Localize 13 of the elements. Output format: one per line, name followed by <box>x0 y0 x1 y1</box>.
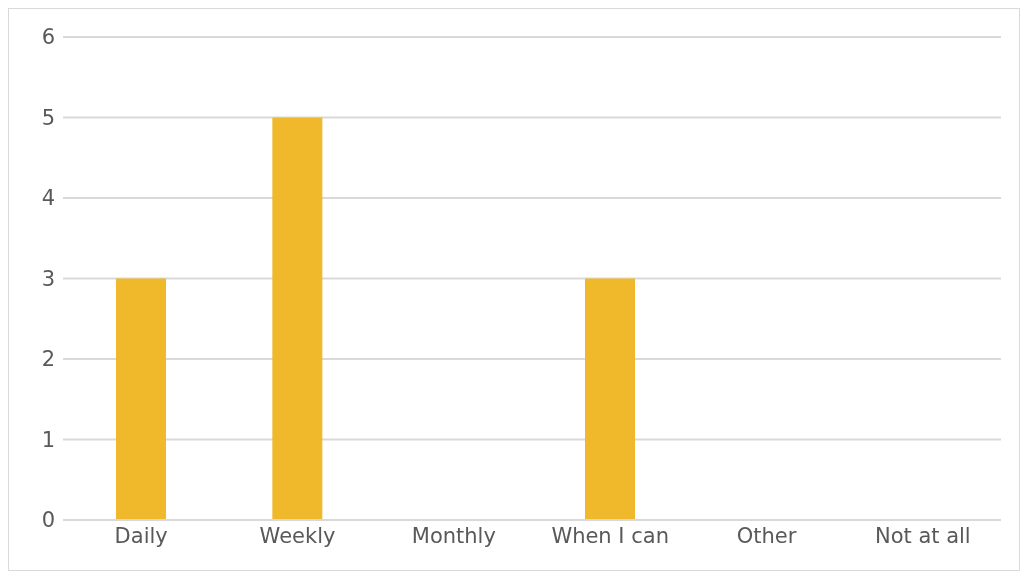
x-tick-label: Other <box>736 523 797 548</box>
y-tick-label: 6 <box>41 25 55 50</box>
x-tick-label: Monthly <box>411 523 496 548</box>
y-tick-label: 0 <box>41 508 55 533</box>
x-tick-label: Not at all <box>874 523 971 548</box>
y-tick-label: 2 <box>41 347 55 372</box>
x-tick-label: When I can <box>551 523 669 548</box>
y-tick-label: 4 <box>41 186 55 211</box>
y-tick-label: 1 <box>41 427 55 452</box>
x-tick-label: Daily <box>114 523 168 548</box>
y-tick-label: 3 <box>41 266 55 291</box>
x-tick-label: Weekly <box>259 523 336 548</box>
y-tick-label: 5 <box>41 105 55 130</box>
